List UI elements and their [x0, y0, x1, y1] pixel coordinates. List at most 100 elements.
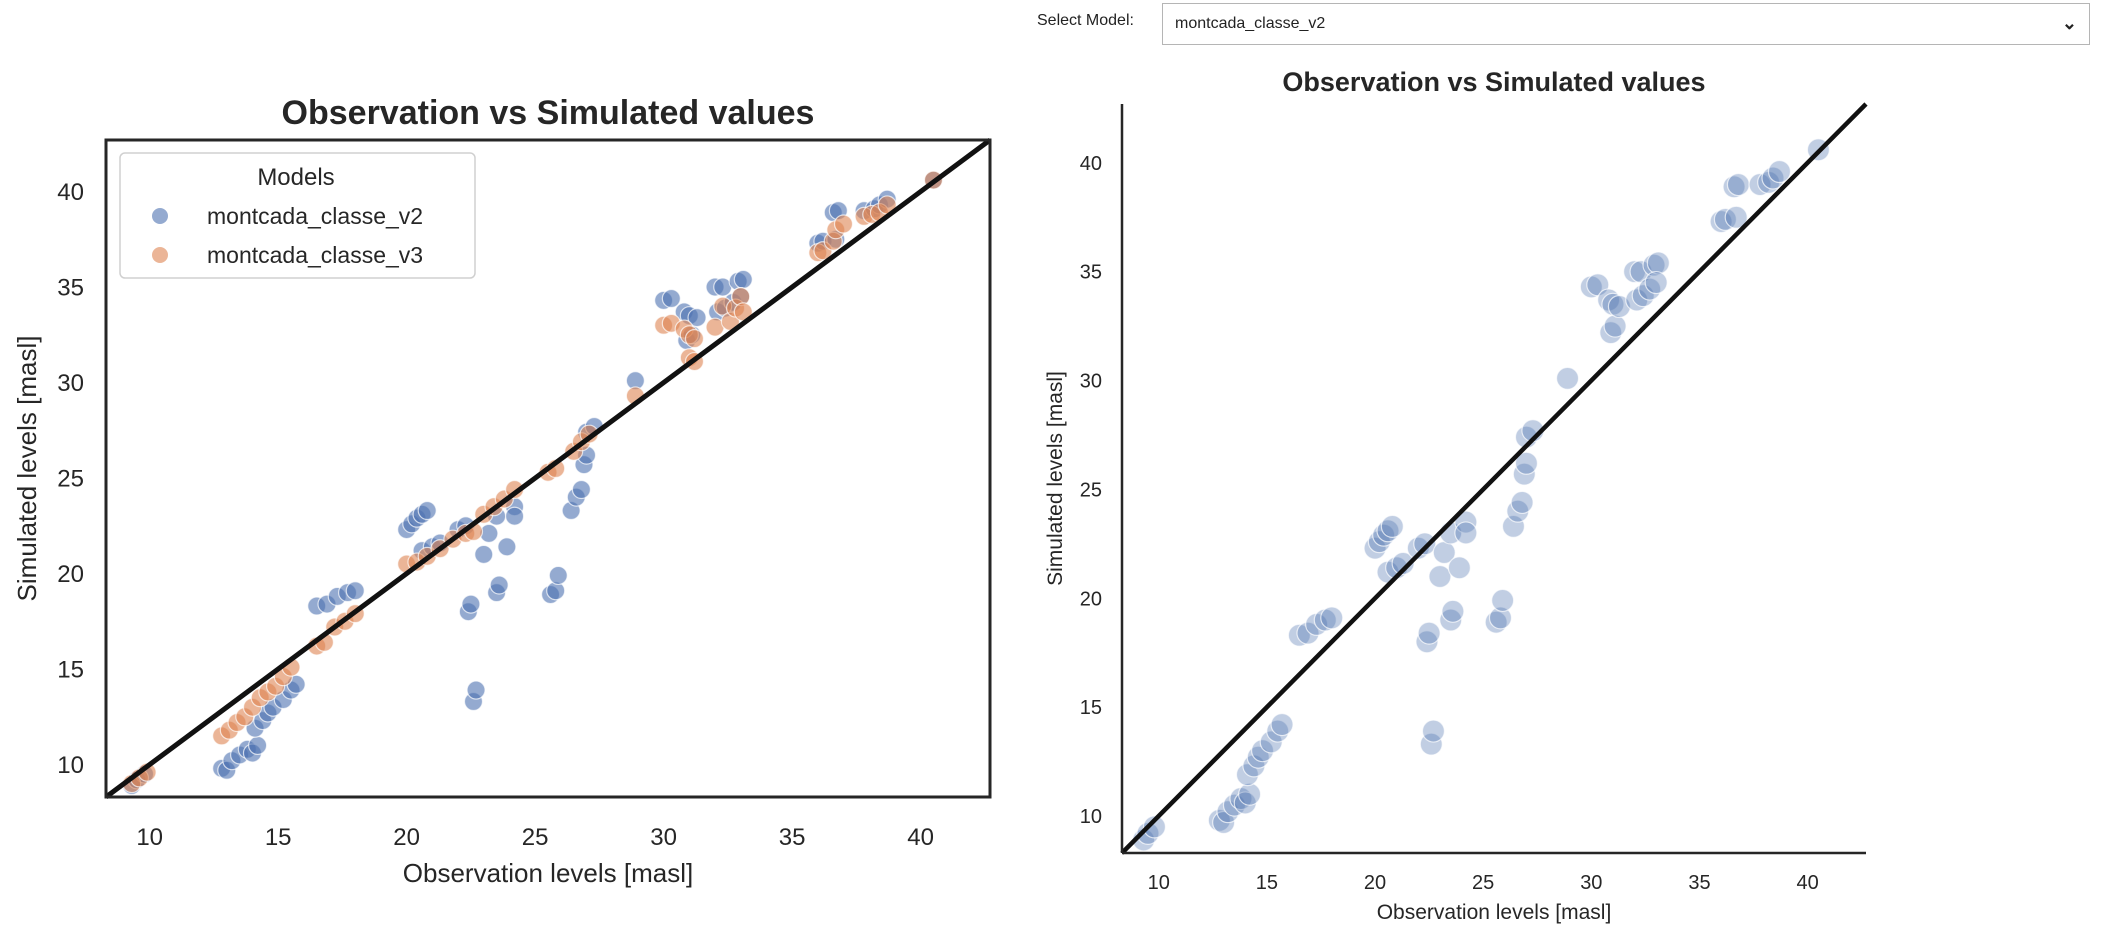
- y-tick-label: 40: [1080, 153, 1102, 175]
- x-axis-label: Observation levels [masl]: [403, 858, 693, 888]
- y-tick-label: 35: [1080, 262, 1102, 284]
- data-point: [1646, 251, 1670, 275]
- data-point: [1270, 712, 1294, 737]
- data-point: [1484, 610, 1508, 634]
- data-point: [571, 479, 592, 500]
- y-tick-label: 15: [1080, 697, 1102, 719]
- data-point: [1603, 314, 1627, 338]
- legend-box: [119, 152, 476, 279]
- data-point: [1391, 551, 1415, 576]
- y-tick-label: 20: [57, 561, 84, 588]
- chevron-down-icon: ⌄: [2061, 13, 2077, 33]
- data-point: [504, 506, 525, 526]
- data-point: [1514, 451, 1539, 475]
- data-point: [1555, 366, 1580, 390]
- data-point: [248, 735, 268, 756]
- data-point: [1767, 159, 1792, 184]
- legend-title: Models: [257, 164, 334, 191]
- data-point: [1415, 630, 1439, 654]
- data-point: [1722, 175, 1746, 199]
- data-point: [1259, 730, 1283, 754]
- data-point: [1644, 270, 1668, 295]
- y-tick-label: 30: [1080, 371, 1102, 393]
- data-point: [1454, 521, 1478, 545]
- identity-line: [1120, 102, 1868, 855]
- x-tick-label: 15: [1256, 872, 1278, 894]
- series-montcada_classe_v2: [1132, 138, 1831, 852]
- y-tick-label: 10: [1080, 806, 1102, 828]
- data-point: [1207, 808, 1231, 832]
- data-point: [1441, 599, 1465, 623]
- data-point: [1417, 621, 1441, 645]
- data-point: [1599, 321, 1623, 345]
- y-tick-label: 40: [57, 179, 84, 206]
- y-tick-label: 15: [57, 656, 84, 683]
- data-point: [1320, 606, 1344, 630]
- x-tick-label: 10: [1148, 872, 1170, 894]
- data-point: [1246, 745, 1270, 769]
- data-point: [417, 500, 437, 521]
- x-tick-label: 30: [1580, 872, 1602, 894]
- data-point: [1136, 821, 1160, 846]
- data-point: [489, 575, 509, 595]
- select-model-label: Select Model:: [1037, 12, 1134, 29]
- legend-marker: [152, 208, 168, 224]
- identity-line: [104, 137, 992, 800]
- x-tick-label: 20: [393, 824, 420, 851]
- y-tick-label: 25: [1080, 479, 1102, 501]
- data-point: [1491, 588, 1515, 613]
- x-tick-label: 30: [650, 824, 677, 851]
- x-tick-label: 15: [265, 824, 292, 851]
- data-point: [1748, 172, 1772, 197]
- data-point: [1488, 606, 1513, 630]
- legend-entry-label: montcada_classe_v3: [207, 242, 423, 268]
- data-point: [1428, 564, 1452, 589]
- x-tick-label: 40: [907, 824, 934, 851]
- data-point: [1372, 523, 1396, 547]
- data-point: [1709, 209, 1733, 234]
- data-point: [1638, 277, 1662, 301]
- y-axis-label: Simulated levels [masl]: [1044, 371, 1067, 586]
- chart-1: Observation vs Simulated values 10 15 20 25 3…: [12, 94, 992, 888]
- data-point: [1238, 782, 1262, 806]
- x-tick-label: 25: [1472, 872, 1494, 894]
- axes-frame: [104, 138, 992, 799]
- y-axis-label: Simulated levels [masl]: [12, 336, 42, 602]
- selected-model-value: montcada_classe_v2: [1175, 15, 1326, 32]
- data-point: [687, 308, 707, 328]
- chart-title: Observation vs Simulated values: [1282, 67, 1705, 97]
- data-point: [1250, 739, 1275, 763]
- data-point: [474, 544, 494, 565]
- data-point: [1642, 253, 1666, 277]
- data-point: [1296, 621, 1320, 645]
- legend-entry-label: montcada_classe_v2: [207, 203, 423, 229]
- y-tick-label: 25: [57, 465, 84, 492]
- y-tick-label: 10: [57, 752, 84, 779]
- model-select-dropdown[interactable]: montcada_classe_v2 ⌄: [1162, 3, 2090, 45]
- y-tick-label: 30: [57, 370, 84, 397]
- data-point: [345, 581, 365, 601]
- data-point: [497, 537, 517, 557]
- chart-title: Observation vs Simulated values: [282, 94, 815, 132]
- scatter-points: [1132, 138, 1831, 852]
- data-point: [684, 329, 705, 349]
- x-tick-label: 10: [136, 824, 163, 851]
- x-axis-label: Observation levels [masl]: [1377, 901, 1612, 924]
- legend-marker: [152, 247, 168, 263]
- data-point: [1266, 719, 1290, 743]
- x-tick-label: 25: [522, 824, 549, 851]
- x-tick-label: 40: [1796, 872, 1818, 894]
- data-point: [1510, 490, 1534, 515]
- y-tick-label: 35: [57, 274, 84, 301]
- data-point: [1447, 556, 1471, 580]
- data-point: [1607, 294, 1632, 319]
- data-point: [461, 594, 481, 614]
- data-point: [1406, 536, 1430, 560]
- data-point: [733, 269, 753, 290]
- data-point: [1439, 608, 1463, 632]
- data-point: [548, 565, 568, 586]
- x-tick-label: 35: [1688, 872, 1710, 894]
- x-tick-label: 35: [779, 824, 806, 851]
- data-point: [1421, 719, 1446, 743]
